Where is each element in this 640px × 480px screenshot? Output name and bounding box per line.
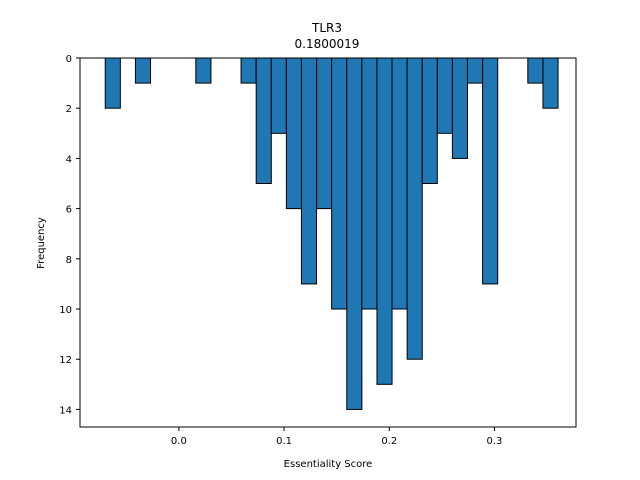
y-tick-label: 0 bbox=[66, 54, 72, 65]
chart-subtitle: 0.1800019 bbox=[295, 37, 360, 51]
y-tick-label: 4 bbox=[66, 154, 72, 165]
x-tick-label: 0.2 bbox=[381, 436, 397, 447]
x-axis-label: Essentiality Score bbox=[284, 459, 373, 470]
histogram-bar bbox=[421, 57, 438, 185]
histogram-bar bbox=[331, 57, 348, 310]
histogram-bar bbox=[285, 57, 302, 210]
histogram-bar bbox=[195, 57, 212, 84]
bars-group bbox=[104, 57, 559, 410]
y-axis-label: Frequency bbox=[36, 217, 47, 269]
histogram-bar bbox=[436, 57, 453, 134]
histogram-bar bbox=[527, 57, 544, 84]
histogram-bar bbox=[451, 57, 468, 159]
chart-title: TLR3 bbox=[311, 21, 342, 35]
y-tick-label: 6 bbox=[66, 205, 72, 216]
histogram-bar bbox=[240, 57, 257, 84]
y-axis-ticks: 0 2 4 6 8 10 12 14 bbox=[59, 54, 80, 416]
histogram-bar bbox=[316, 57, 333, 210]
histogram-bar bbox=[391, 57, 408, 310]
y-tick-label: 8 bbox=[66, 255, 72, 266]
histogram-bar bbox=[270, 57, 287, 134]
histogram-bar bbox=[134, 57, 152, 84]
histogram-bar bbox=[104, 57, 121, 109]
histogram-bar bbox=[255, 57, 272, 185]
y-tick-label: 2 bbox=[66, 104, 72, 115]
histogram-bar bbox=[376, 57, 393, 385]
histogram-bar bbox=[346, 57, 363, 410]
y-tick-label: 14 bbox=[59, 405, 72, 416]
x-tick-label: 0.3 bbox=[487, 436, 503, 447]
x-tick-label: 0.1 bbox=[276, 436, 292, 447]
histogram-bar bbox=[482, 57, 499, 285]
histogram-bar bbox=[300, 57, 318, 285]
plot-frame bbox=[79, 57, 577, 428]
y-tick-label: 12 bbox=[59, 355, 72, 366]
histogram-bar bbox=[542, 57, 559, 109]
x-tick-label: 0.0 bbox=[171, 436, 187, 447]
histogram-bar bbox=[466, 57, 484, 84]
histogram-bar bbox=[406, 57, 423, 360]
x-axis-ticks: 0.0 0.1 0.2 0.3 bbox=[171, 427, 502, 447]
histogram-bar bbox=[361, 57, 378, 310]
y-tick-label: 10 bbox=[59, 305, 72, 316]
